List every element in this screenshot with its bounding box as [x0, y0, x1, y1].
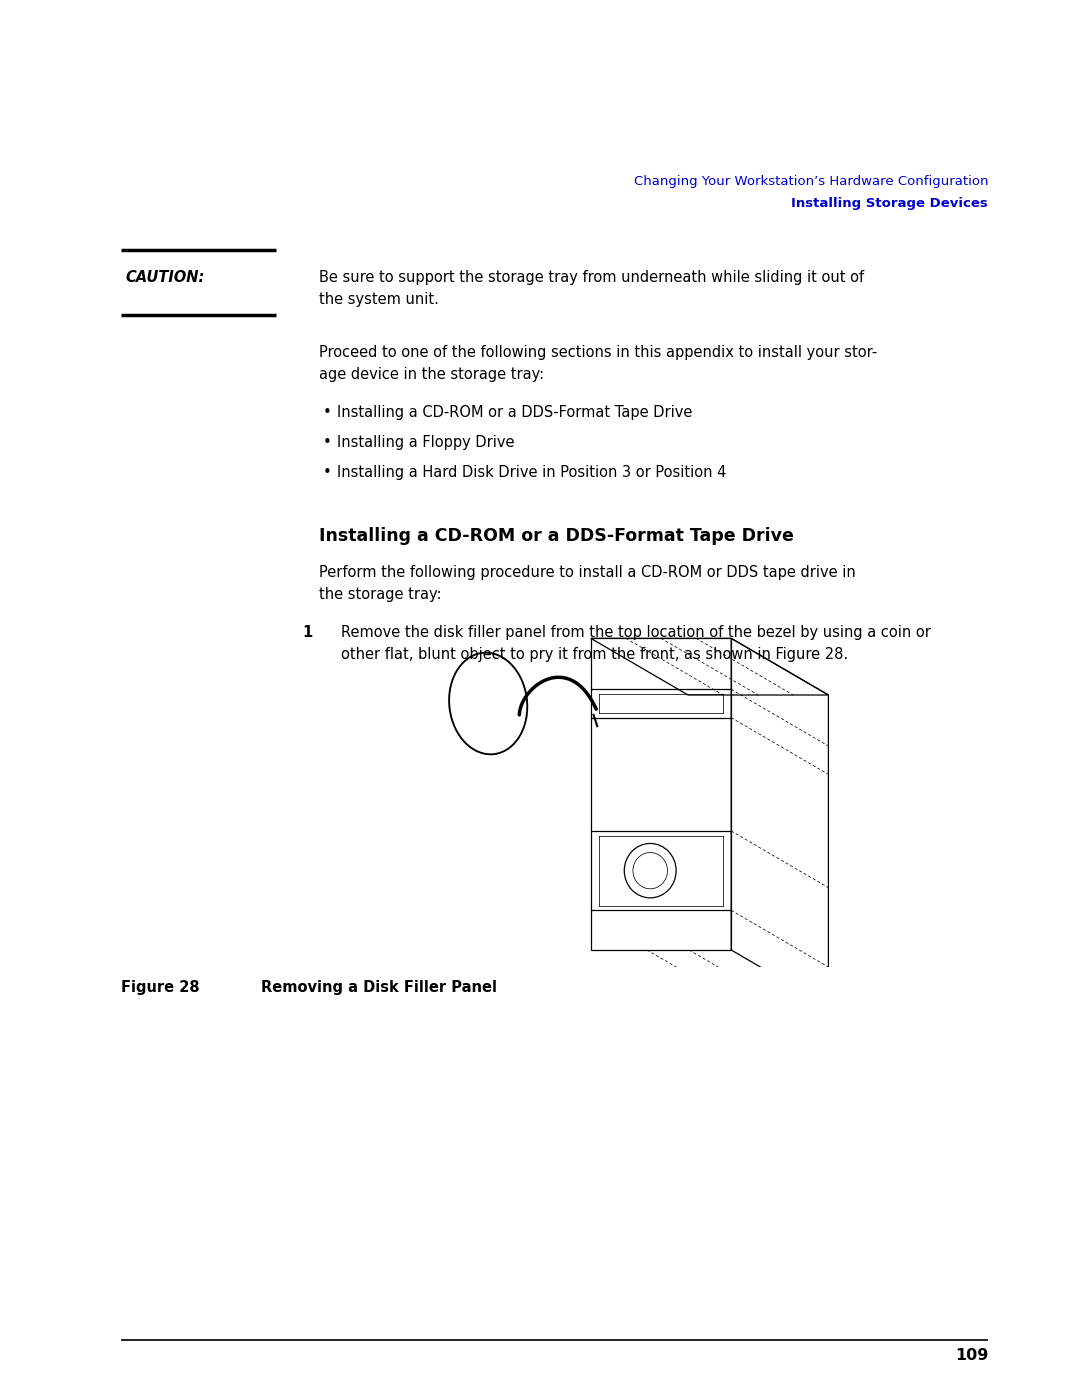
Text: Remove the disk filler panel from the top location of the bezel by using a coin : Remove the disk filler panel from the to… — [340, 624, 931, 640]
Text: 109: 109 — [955, 1348, 988, 1363]
Text: the storage tray:: the storage tray: — [319, 587, 441, 602]
Text: Installing a Hard Disk Drive in Position 3 or Position 4: Installing a Hard Disk Drive in Position… — [337, 465, 726, 481]
Text: Perform the following procedure to install a CD-ROM or DDS tape drive in: Perform the following procedure to insta… — [319, 564, 855, 580]
Text: 1: 1 — [302, 624, 313, 640]
Text: other flat, blunt object to pry it from the front, as shown in Figure 28.: other flat, blunt object to pry it from … — [340, 647, 848, 662]
Text: the system unit.: the system unit. — [319, 292, 438, 307]
Text: Be sure to support the storage tray from underneath while sliding it out of: Be sure to support the storage tray from… — [319, 270, 864, 285]
Text: Installing a CD-ROM or a DDS-Format Tape Drive: Installing a CD-ROM or a DDS-Format Tape… — [319, 527, 794, 545]
Text: •: • — [323, 405, 332, 420]
Text: Installing Storage Devices: Installing Storage Devices — [792, 197, 988, 210]
Text: Proceed to one of the following sections in this appendix to install your stor-: Proceed to one of the following sections… — [319, 345, 877, 360]
Text: age device in the storage tray:: age device in the storage tray: — [319, 367, 543, 381]
Text: Changing Your Workstation’s Hardware Configuration: Changing Your Workstation’s Hardware Con… — [634, 175, 988, 189]
Text: Figure 28: Figure 28 — [121, 981, 200, 995]
Text: Removing a Disk Filler Panel: Removing a Disk Filler Panel — [261, 981, 497, 995]
Text: Installing a Floppy Drive: Installing a Floppy Drive — [337, 434, 514, 450]
Text: •: • — [323, 434, 332, 450]
Text: •: • — [323, 465, 332, 481]
Text: Installing a CD-ROM or a DDS-Format Tape Drive: Installing a CD-ROM or a DDS-Format Tape… — [337, 405, 692, 420]
Text: CAUTION:: CAUTION: — [126, 270, 205, 285]
